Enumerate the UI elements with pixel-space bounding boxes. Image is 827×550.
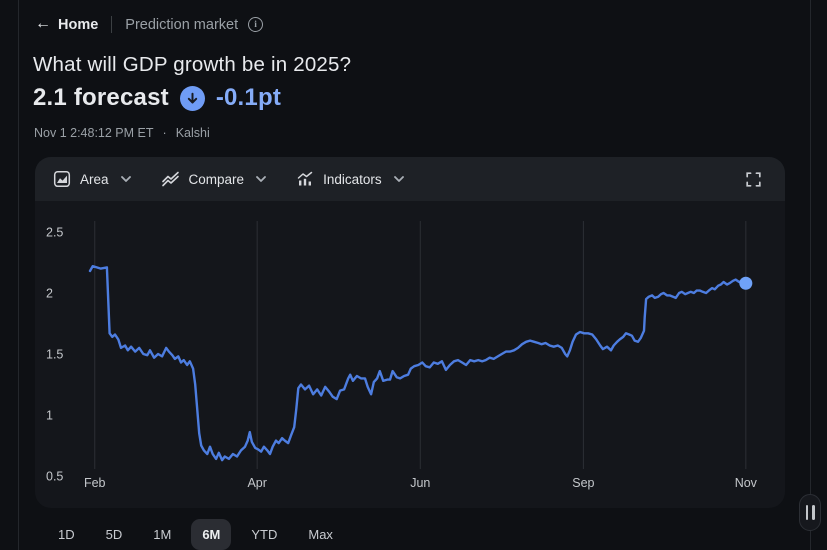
quote-source: Kalshi [175,126,210,140]
range-button-max[interactable]: Max [297,519,344,550]
indicators-icon [296,170,314,188]
chart-type-dropdown[interactable]: Area [53,170,131,188]
svg-text:2: 2 [46,287,53,301]
chart-toolbar: Area Compare [35,157,785,201]
left-panel-divider [18,0,19,550]
indicators-dropdown[interactable]: Indicators [296,170,404,188]
indicators-label: Indicators [323,171,382,187]
range-button-5d[interactable]: 5D [95,519,134,550]
forecast-value: 2.1 forecast [33,84,169,111]
chart-type-label: Area [80,171,109,187]
svg-text:1.5: 1.5 [46,348,63,362]
chevron-down-icon [393,176,404,182]
compare-dropdown[interactable]: Compare [161,170,267,188]
page-title: What will GDP growth be in 2025? [33,53,352,76]
back-home-button[interactable]: ← Home [35,14,99,33]
chevron-down-icon [120,176,131,182]
quote-row: 2.1 forecast -0.1pt [33,84,281,112]
meta-dot-separator: · [162,126,167,140]
down-arrow-badge-icon [179,85,205,111]
info-icon[interactable]: i [248,17,264,32]
chevron-down-icon [256,176,266,182]
range-button-ytd[interactable]: YTD [240,519,288,550]
range-selector: 1D 5D 1M 6M YTD Max [47,519,344,550]
breadcrumb-current-label: Prediction market [125,16,239,33]
svg-text:2.5: 2.5 [46,226,63,240]
quote-timestamp: Nov 1 2:48:12 PM ET [34,126,154,140]
drag-handle-icon[interactable] [799,494,821,531]
right-panel-divider [810,0,811,550]
range-button-6m[interactable]: 6M [191,519,232,550]
svg-text:Feb: Feb [84,476,106,490]
range-button-1d[interactable]: 1D [47,519,86,550]
svg-text:Apr: Apr [247,476,266,490]
fullscreen-button[interactable] [744,170,763,189]
svg-text:Jun: Jun [410,476,430,490]
breadcrumb-separator [111,16,113,33]
svg-text:Sep: Sep [572,476,594,490]
chart-card: Area Compare [35,157,785,508]
svg-text:0.5: 0.5 [46,470,63,484]
area-chart-icon [53,170,71,188]
compare-label: Compare [188,171,245,187]
svg-text:1: 1 [46,409,53,423]
back-arrow-icon: ← [35,14,51,32]
svg-text:Nov: Nov [735,476,758,490]
back-home-label: Home [58,16,99,33]
range-button-1m[interactable]: 1M [142,519,182,550]
forecast-change: -0.1pt [215,84,282,111]
breadcrumb: ← Home Prediction market i [35,14,264,33]
compare-icon [161,170,180,188]
fullscreen-icon [746,171,761,187]
quote-meta: Nov 1 2:48:12 PM ET · Kalshi [34,126,210,140]
price-chart-plot[interactable]: Feb Apr Jun Sep Nov 2.5 2 1.5 1 0.5 [35,201,785,508]
price-chart-svg: Feb Apr Jun Sep Nov 2.5 2 1.5 1 0.5 [46,221,758,490]
